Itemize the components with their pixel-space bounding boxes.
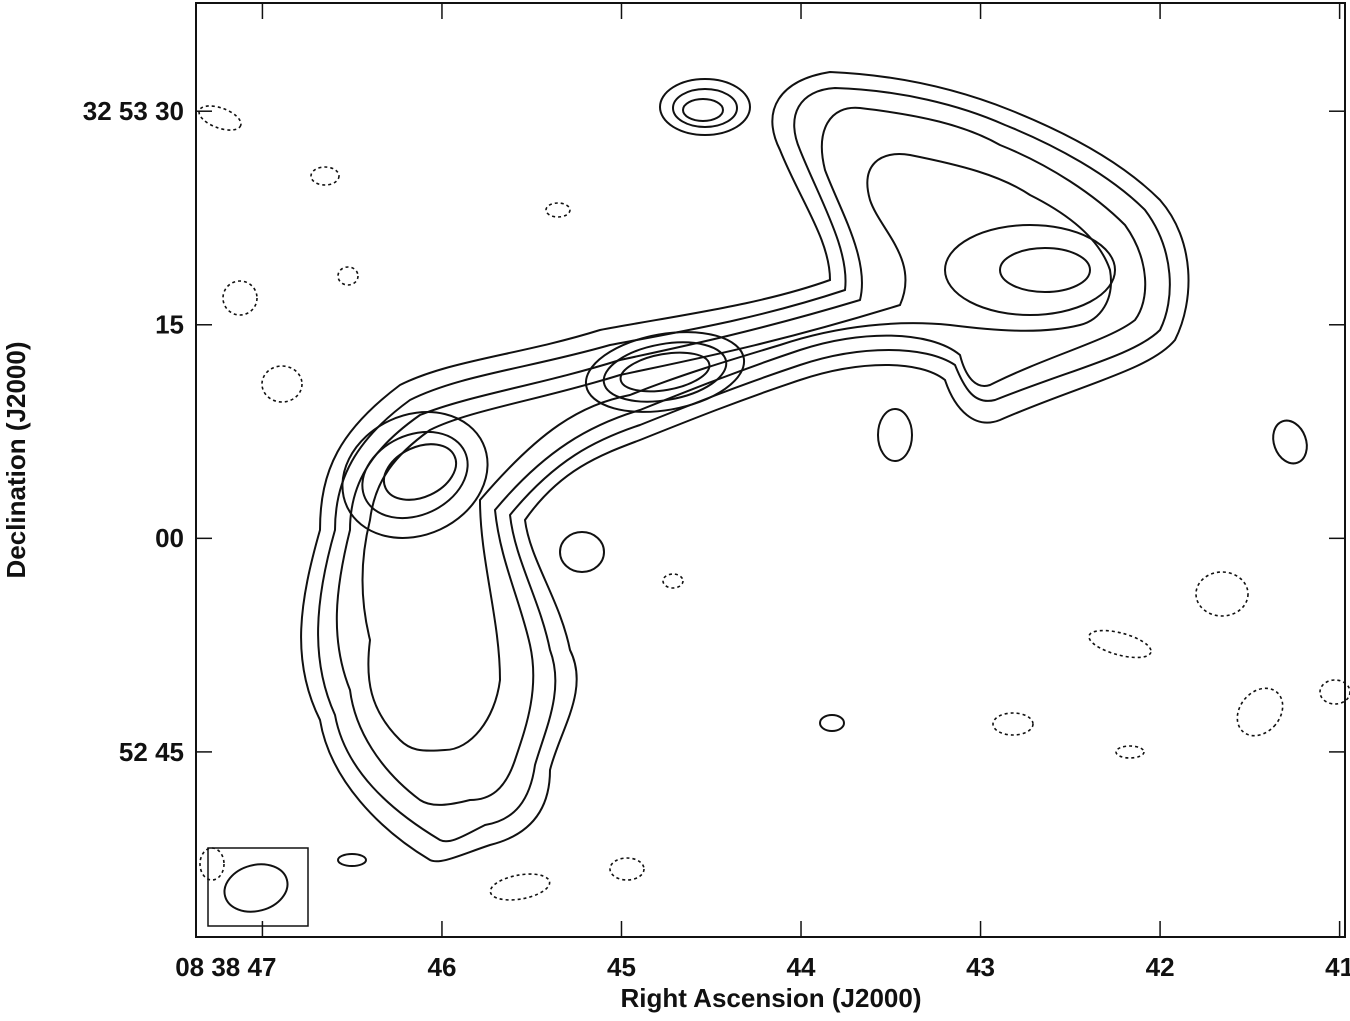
x-tick-label: 08 38 47	[175, 952, 276, 982]
contour	[317, 86, 1171, 843]
y-tick-label: 00	[155, 523, 184, 553]
contour	[300, 70, 1190, 863]
contour	[819, 714, 845, 732]
contour	[222, 280, 258, 316]
contour	[1088, 629, 1152, 659]
contour	[1115, 745, 1145, 759]
contour	[999, 247, 1091, 293]
contour	[337, 853, 367, 867]
contour	[659, 78, 751, 136]
beam-box	[207, 847, 309, 927]
contour	[361, 153, 1112, 752]
x-tick-label: 42	[1146, 952, 1175, 982]
contour	[672, 88, 738, 128]
contour	[261, 365, 303, 403]
y-tick-label: 52 45	[119, 737, 184, 767]
contour	[545, 202, 571, 218]
contour	[662, 573, 684, 589]
y-tick-label: 15	[155, 310, 184, 340]
contour	[341, 411, 489, 539]
contour	[1319, 679, 1350, 705]
contour	[310, 166, 340, 186]
contour	[1195, 571, 1249, 617]
contour	[602, 341, 728, 403]
contour	[1272, 419, 1308, 465]
x-tick-label: 44	[787, 952, 816, 982]
y-tick-label: 32 53 30	[83, 96, 184, 126]
x-tick-label: 45	[607, 952, 636, 982]
contour	[489, 873, 551, 901]
y-axis-label: Declination (J2000)	[1, 342, 31, 579]
x-tick-label: 41	[1325, 952, 1350, 982]
contour	[559, 531, 605, 573]
contour	[619, 351, 711, 393]
contour	[944, 224, 1116, 316]
contour	[992, 712, 1034, 736]
negative-contours	[198, 105, 1350, 901]
x-tick-label: 43	[966, 952, 995, 982]
contour	[584, 331, 746, 413]
contour	[682, 98, 724, 122]
contour	[361, 430, 469, 520]
beam	[223, 863, 289, 913]
x-axis-label: Right Ascension (J2000)	[620, 983, 921, 1013]
plot-frame	[195, 2, 1346, 938]
contour	[337, 266, 359, 286]
contour	[335, 106, 1147, 806]
contour	[199, 847, 225, 881]
contour	[609, 857, 645, 881]
contour	[198, 105, 242, 131]
contour	[877, 408, 913, 462]
contours	[300, 70, 1308, 867]
contour	[382, 443, 458, 501]
contour	[1236, 687, 1284, 737]
x-tick-label: 46	[427, 952, 456, 982]
